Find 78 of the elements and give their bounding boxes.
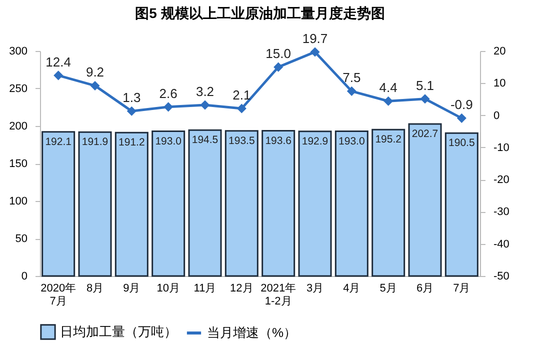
point <box>310 48 320 56</box>
x-tick-label: 4月 <box>343 282 360 294</box>
y2-tick-label: -10 <box>494 142 510 154</box>
x-tick-label: 7月 <box>453 282 470 294</box>
y2-tick-label: -50 <box>494 270 510 282</box>
chart-title: 图5 规模以上工业原油加工量月度走势图 <box>135 4 385 21</box>
point <box>164 102 173 112</box>
data-label: 195.2 <box>375 134 402 146</box>
bar <box>298 130 332 277</box>
data-label: 2.6 <box>159 86 178 101</box>
y-tick-label: 0 <box>21 270 28 282</box>
bar <box>444 132 478 277</box>
y-tick-label: 50 <box>15 233 28 245</box>
bar <box>372 128 406 277</box>
data-label: 193.5 <box>228 134 255 147</box>
x-tick-label: 11月 <box>194 282 216 294</box>
y2-tick-label: 0 <box>494 110 500 122</box>
x-tick-label: 9月 <box>123 282 140 294</box>
bar <box>408 123 442 277</box>
data-label: 193.0 <box>155 135 182 148</box>
bar <box>188 129 222 277</box>
data-label: 3.2 <box>196 84 214 99</box>
point <box>420 94 430 104</box>
y2-tick-label: -40 <box>494 238 510 250</box>
y2-tick-label: -30 <box>494 206 510 218</box>
x-tick-label: 10月 <box>156 282 180 294</box>
data-label: -0.9 <box>450 97 473 112</box>
data-label: 12.4 <box>46 54 71 70</box>
point <box>347 86 356 96</box>
point <box>237 104 246 113</box>
point <box>457 114 466 123</box>
bar <box>78 131 112 277</box>
x-tick-label: 2021年 1-2月 <box>260 282 296 308</box>
point <box>127 106 136 116</box>
x-tick-label: 2020年 7月 <box>40 282 76 308</box>
data-label: 202.7 <box>412 128 438 140</box>
point <box>54 71 63 80</box>
data-label: 7.5 <box>342 70 361 86</box>
data-label: 1.3 <box>122 90 141 106</box>
point <box>274 62 283 72</box>
y-tick-label: 200 <box>9 120 28 132</box>
bar <box>334 130 368 277</box>
bar <box>114 132 148 277</box>
bar <box>224 130 258 277</box>
data-label: 2.1 <box>232 88 251 103</box>
data-label: 191.9 <box>82 136 108 148</box>
data-label: 193.6 <box>265 134 292 147</box>
bar <box>152 130 186 277</box>
data-label: 5.1 <box>416 78 434 93</box>
data-label: 4.4 <box>379 80 398 96</box>
y-tick-label: 150 <box>9 158 28 170</box>
y2-tick-label: 20 <box>494 46 506 58</box>
data-label: 9.2 <box>86 64 104 80</box>
data-label: 193.0 <box>338 135 365 148</box>
point <box>200 100 210 110</box>
x-tick-label: 6月 <box>416 282 434 294</box>
bar <box>42 131 76 277</box>
data-label: 192.1 <box>45 136 72 148</box>
y-tick-label: 300 <box>9 46 28 58</box>
x-tick-label: 12月 <box>230 282 254 294</box>
data-label: 192.9 <box>302 135 328 148</box>
x-tick-label: 5月 <box>380 282 397 294</box>
legend-label: 日均加工量（万吨） <box>60 324 177 339</box>
data-label: 19.7 <box>302 30 328 46</box>
x-tick-label: 3月 <box>306 282 324 294</box>
y2-tick-label: 10 <box>494 78 506 90</box>
data-label: 190.5 <box>448 137 475 150</box>
y-tick-label: 100 <box>9 196 28 208</box>
y-tick-label: 250 <box>9 83 28 95</box>
bar <box>262 130 296 277</box>
y2-tick-label: -20 <box>494 174 510 186</box>
point <box>90 81 100 90</box>
data-label: 194.5 <box>192 134 218 146</box>
x-tick-label: 8月 <box>86 282 104 294</box>
data-label: 15.0 <box>266 46 291 62</box>
point <box>384 96 393 106</box>
data-label: 191.2 <box>118 136 145 149</box>
legend-label: 当月增速（%） <box>207 325 297 340</box>
